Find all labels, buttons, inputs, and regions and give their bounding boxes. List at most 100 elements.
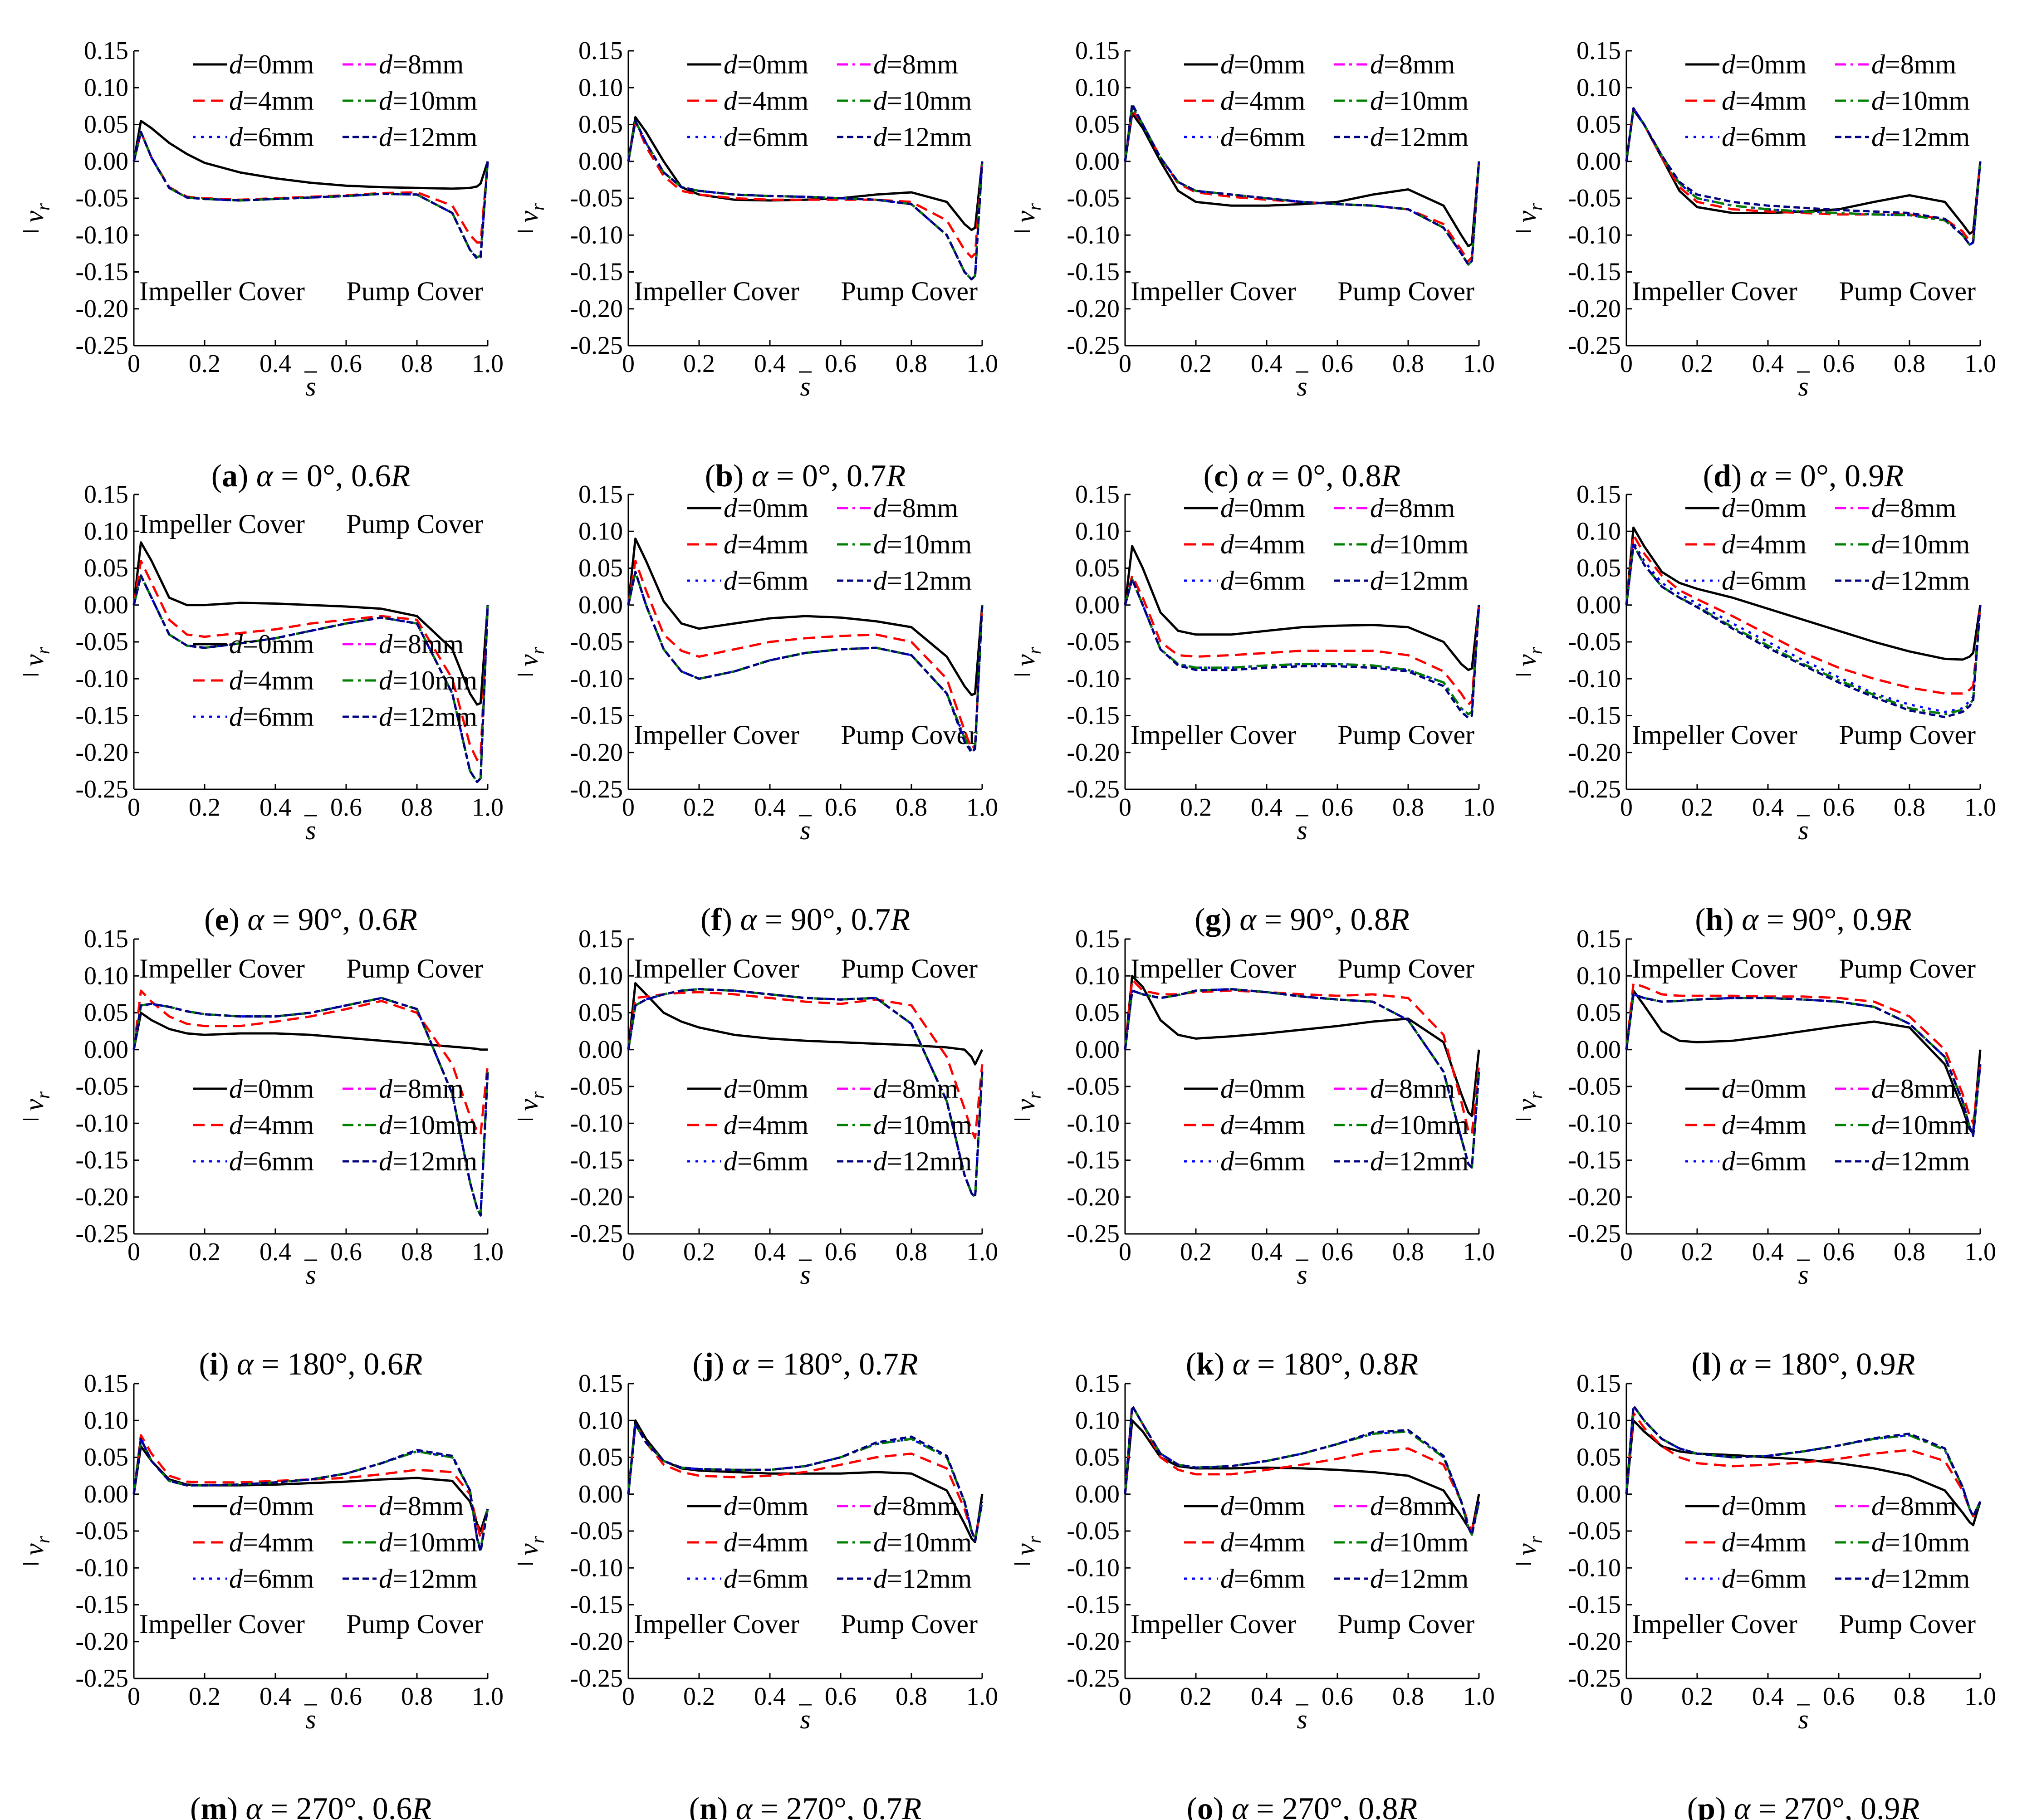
y-tick-label: -0.15 (570, 1591, 623, 1619)
legend: d=0mm d=8mm d=4mm d=10mm d=6mm d=12mm (1184, 1074, 1469, 1176)
legend-label: d=4mm (1722, 1110, 1806, 1140)
legend-label: d=12mm (379, 1146, 477, 1176)
y-tick-label: -0.15 (75, 1146, 128, 1174)
y-tick-label: 0.15 (1576, 37, 1621, 65)
series-line-d-12mm (627, 1423, 984, 1542)
legend-label: d=0mm (724, 49, 808, 79)
x-tick-label: 0 (1620, 1683, 1633, 1711)
panel-f: 0.15 0.10 0.05 0.00 -0.05 -0.10 -0.15 -0.20 -0.2… (514, 480, 998, 937)
y-tick-label: -0.25 (570, 1664, 623, 1693)
y-tick-label: -0.25 (75, 332, 128, 360)
x-tick-label: 0.8 (1894, 1238, 1925, 1266)
pump-cover-label: Pump Cover (841, 954, 978, 983)
legend-label: d=0mm (229, 49, 314, 79)
panel-n: 0.15 0.10 0.05 0.00 -0.05 -0.10 -0.15 -0.20 -0.2… (514, 1370, 998, 1820)
y-tick-label: -0.15 (1067, 258, 1120, 286)
legend-label: d=8mm (1871, 1074, 1956, 1104)
y-tick-label: -0.15 (1067, 702, 1120, 730)
legend-label: d=4mm (724, 529, 808, 559)
y-tick-label: 0.00 (578, 591, 623, 619)
y-tick-label: 0.05 (1576, 1443, 1621, 1472)
legend-label: d=4mm (1220, 1527, 1305, 1557)
panel-h: 0.15 0.10 0.05 0.00 -0.05 -0.10 -0.15 -0.20 -0.2… (1512, 480, 1996, 937)
x-axis-label: s (1297, 1260, 1307, 1290)
y-tick-label: -0.05 (570, 1072, 623, 1101)
x-tick-label: 0.2 (189, 1238, 220, 1266)
legend-label: d=8mm (873, 49, 958, 79)
y-axis-label: vr (19, 203, 54, 223)
x-tick-label: 1.0 (1964, 1238, 1996, 1266)
panel-caption: (p) α = 270°, 0.9R (1687, 1791, 1920, 1820)
y-tick-label: 0.05 (578, 111, 623, 139)
legend-label: d=4mm (229, 665, 314, 695)
y-axis-label: vr (1512, 1536, 1547, 1556)
legend-label: d=4mm (229, 1527, 314, 1557)
x-tick-label: 0.6 (825, 793, 857, 822)
series-line-d-4mm (1625, 533, 1982, 695)
x-tick-label: 1.0 (1964, 350, 1996, 378)
x-tick-label: 0 (1620, 350, 1633, 378)
pump-cover-label: Pump Cover (841, 1609, 978, 1639)
x-axis-label: s (1798, 372, 1808, 401)
legend-label: d=8mm (873, 1074, 958, 1104)
y-tick-label: -0.20 (1067, 295, 1120, 323)
y-tick-label: -0.20 (75, 295, 128, 323)
x-tick-label: 0.6 (1823, 350, 1855, 378)
x-tick-label: 0.4 (259, 1683, 291, 1711)
x-tick-label: 0.6 (330, 793, 362, 822)
x-tick-label: 0.8 (401, 793, 433, 822)
x-tick-label: 0.4 (1752, 793, 1784, 822)
y-tick-label: -0.25 (570, 332, 623, 360)
y-tick-label: 0.10 (1576, 73, 1621, 102)
y-tick-label: -0.15 (75, 1591, 128, 1619)
y-tick-label: 0.05 (84, 999, 128, 1027)
x-axis-label: s (1297, 1704, 1307, 1734)
impeller-cover-label: Impeller Cover (1632, 954, 1797, 983)
x-tick-label: 0.2 (683, 1683, 715, 1711)
series-line-d-12mm (132, 131, 489, 260)
legend-label: d=12mm (379, 702, 477, 732)
y-axis-label: vr (1010, 1091, 1045, 1111)
x-tick-label: 0 (1119, 793, 1131, 822)
y-tick-label: 0.15 (84, 1370, 128, 1398)
y-tick-label: -0.10 (1568, 221, 1621, 249)
y-tick-label: -0.25 (570, 1220, 623, 1248)
legend-label: d=12mm (1370, 1146, 1469, 1176)
y-tick-label: 0.00 (84, 147, 128, 176)
y-tick-label: -0.20 (75, 1628, 128, 1656)
x-tick-label: 0.2 (1681, 1683, 1713, 1711)
x-tick-label: 1.0 (966, 350, 998, 378)
x-tick-label: 0.6 (330, 350, 362, 378)
impeller-cover-label: Impeller Cover (1131, 276, 1296, 306)
y-tick-label: -0.15 (1568, 258, 1621, 286)
impeller-cover-label: Impeller Cover (139, 954, 305, 983)
legend: d=0mm d=8mm d=4mm d=10mm d=6mm d=12mm (687, 493, 972, 596)
y-tick-label: 0.15 (1576, 480, 1621, 509)
series-line-d-6mm (627, 119, 984, 281)
series-line-d-4mm (627, 119, 984, 259)
y-tick-label: 0.00 (1075, 1036, 1120, 1064)
y-tick-label: -0.20 (75, 739, 128, 767)
x-tick-label: 0 (127, 1238, 140, 1266)
legend-label: d=0mm (1722, 1074, 1806, 1104)
panel-e: 0.15 0.10 0.05 0.00 -0.05 -0.10 -0.15 -0.20 -0.2… (19, 480, 504, 937)
series-line-d-12mm (132, 574, 489, 783)
legend-label: d=10mm (379, 665, 477, 695)
legend: d=0mm d=8mm d=4mm d=10mm d=6mm d=12mm (1184, 1491, 1469, 1594)
legend-label: d=4mm (724, 86, 808, 116)
y-tick-label: -0.15 (1568, 1591, 1621, 1619)
x-tick-label: 0.4 (1251, 793, 1283, 822)
x-axis-label: s (1798, 815, 1808, 845)
x-tick-label: 0.6 (1823, 1683, 1855, 1711)
x-axis-label: s (305, 1260, 316, 1290)
x-tick-label: 0.8 (401, 1238, 433, 1266)
panel-caption: (i) α = 180°, 0.6R (199, 1347, 422, 1382)
x-axis-label: s (305, 815, 316, 845)
pump-cover-label: Pump Cover (1839, 954, 1976, 983)
legend-label: d=8mm (873, 1491, 958, 1521)
y-tick-label: -0.05 (1067, 1072, 1120, 1101)
legend-label: d=12mm (1871, 566, 1970, 596)
y-tick-label: -0.05 (570, 1517, 623, 1545)
x-tick-label: 0 (127, 350, 140, 378)
y-tick-label: 0.05 (1576, 111, 1621, 139)
